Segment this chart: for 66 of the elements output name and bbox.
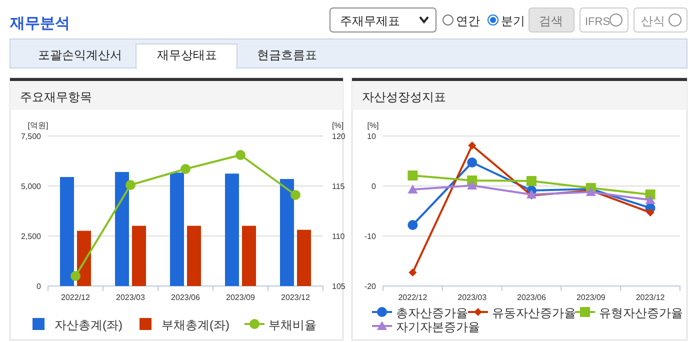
y-tick-label: -20: [364, 282, 377, 291]
x-tick-label: 2022/12: [398, 293, 428, 302]
point: [467, 180, 478, 190]
x-tick-label: 2023/06: [171, 293, 201, 302]
x-tick-label: 2023/12: [636, 293, 666, 302]
legend-label: 부채총계(좌): [162, 318, 230, 332]
point: [408, 220, 418, 230]
legend-label: 자산총계(좌): [54, 318, 122, 332]
x-tick-label: 2023/09: [226, 293, 256, 302]
x-tick-label: 2023/09: [576, 293, 606, 302]
chart-title: 주요재무항목: [20, 90, 92, 104]
point: [408, 268, 417, 276]
y-axis-title: [%]: [367, 121, 379, 130]
radio-button-selected: 분기: [488, 14, 525, 28]
bar: [115, 172, 129, 286]
legend-label: 유동자산증가율: [492, 306, 576, 320]
bar: [280, 179, 294, 286]
y2-axis-title: [%]: [332, 121, 344, 130]
point: [70, 271, 80, 281]
bar: [60, 177, 74, 286]
bar: [77, 230, 91, 286]
y-tick-label: 5,000: [20, 182, 42, 191]
legend-label: 부채비율: [268, 318, 316, 332]
point: [468, 142, 476, 150]
bar: [225, 174, 239, 286]
y2-tick-label: 110: [332, 232, 346, 241]
y2-tick-label: 105: [332, 282, 346, 291]
point: [526, 176, 536, 186]
button: 검색: [528, 8, 574, 32]
bar: [242, 226, 256, 286]
bar: [187, 226, 201, 286]
legend-label: 자기자본증가율: [396, 320, 480, 334]
legend-label: 유형자산증가율: [599, 306, 683, 320]
y2-tick-label: 115: [332, 182, 346, 191]
point: [645, 195, 656, 204]
point: [467, 158, 478, 168]
y-tick-label: -10: [364, 232, 377, 241]
point: [126, 180, 136, 190]
point: [180, 164, 190, 174]
button: IFRS: [580, 8, 628, 32]
y-axis-title: [억원]: [28, 121, 48, 130]
legend-label: 총자산증가율: [396, 306, 468, 320]
y2-tick-label: 120: [332, 132, 346, 141]
dropdown: 주재무제표: [330, 8, 436, 32]
chart-title: 자산성장성지표: [362, 90, 446, 104]
y-tick-label: 0: [372, 182, 377, 191]
point: [408, 184, 418, 194]
point: [236, 150, 246, 160]
y-tick-label: 2,500: [20, 232, 42, 241]
point: [646, 208, 654, 216]
x-tick-label: 2022/12: [61, 293, 91, 302]
x-tick-label: 2023/12: [281, 293, 311, 302]
x-tick-label: 2023/03: [116, 293, 146, 302]
radio-button: 연간: [442, 14, 480, 28]
button: 산식: [634, 8, 688, 32]
bar: [297, 230, 311, 286]
point: [408, 170, 418, 180]
y-tick-label: 0: [36, 282, 42, 291]
x-tick-label: 2023/03: [458, 293, 488, 302]
x-tick-label: 2023/06: [517, 293, 547, 302]
bar: [170, 172, 184, 286]
y-tick-label: 10: [367, 132, 377, 141]
y-tick-label: 7,500: [20, 132, 42, 141]
point: [290, 190, 300, 200]
page-header: 재무분석 주재무제표 연간 분기 검색 IFRS 산식 포괄손익계산서 재무상태표 현금흐름표: [10, 8, 688, 69]
bar: [132, 226, 146, 286]
